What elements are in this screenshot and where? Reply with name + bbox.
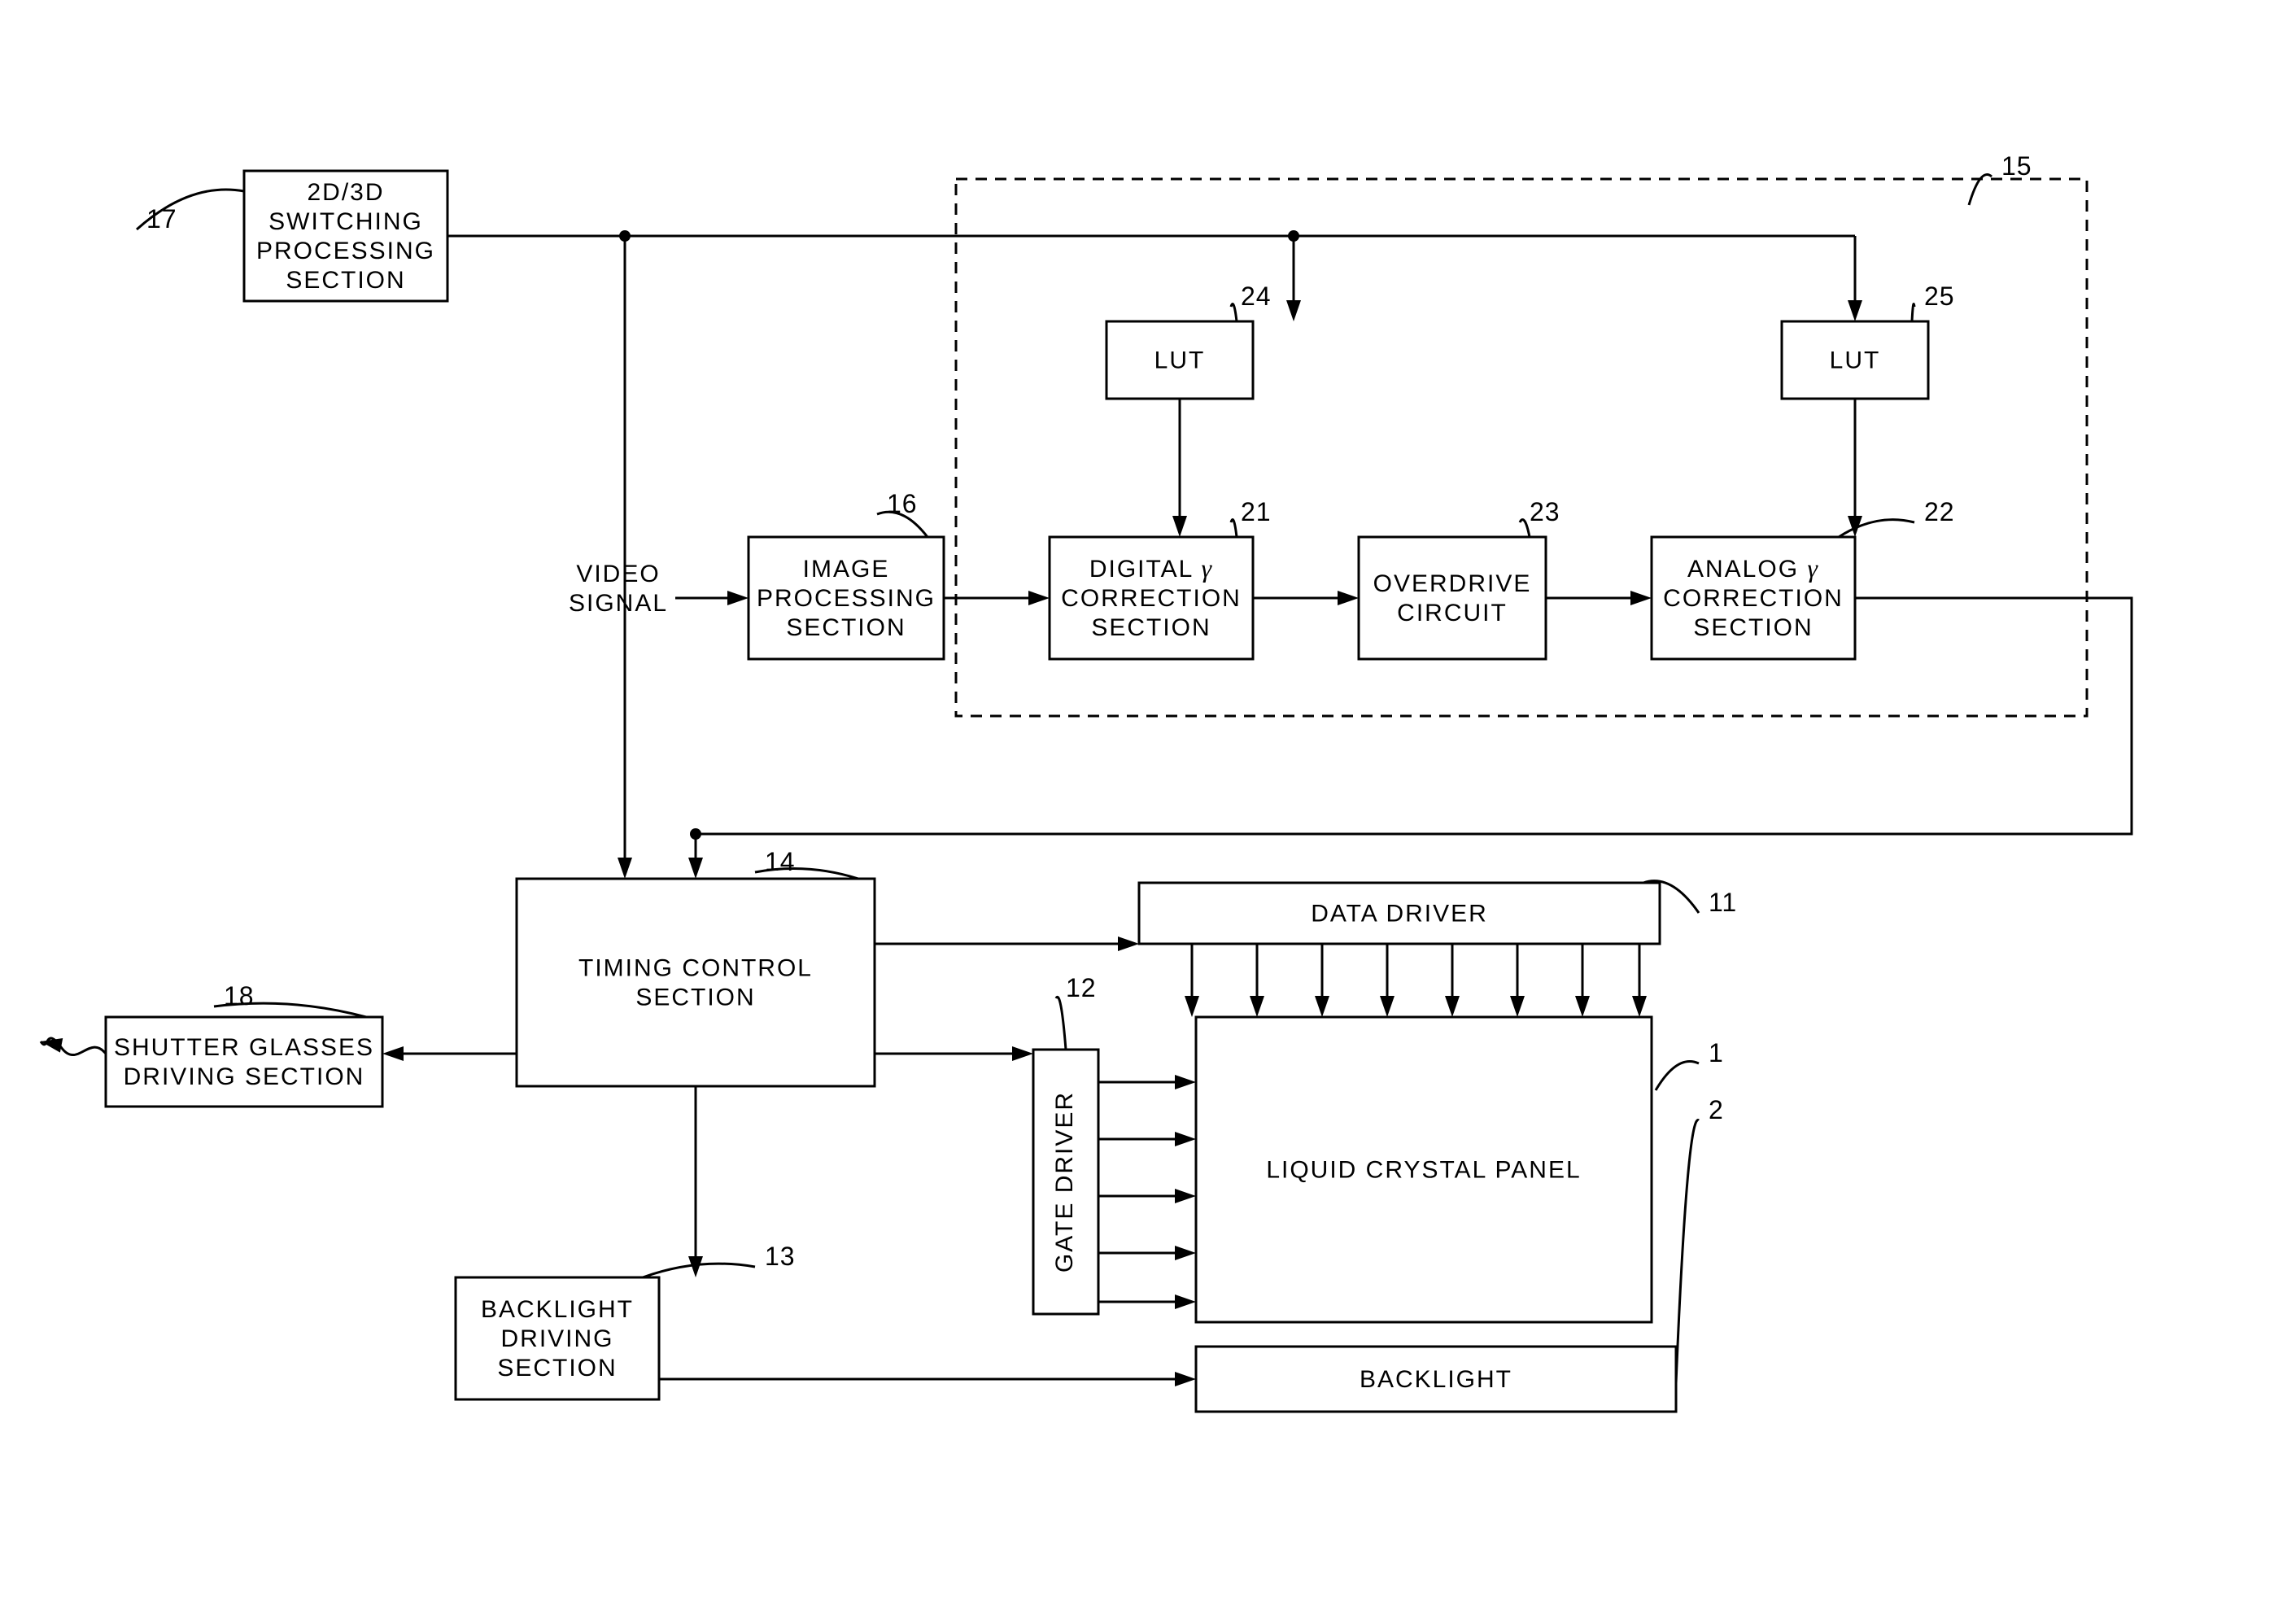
block-b17: 2D/3DSWITCHING PROCESSING SECTION	[244, 171, 447, 301]
svg-text:IMAGE: IMAGE	[803, 556, 890, 583]
svg-text:SECTION: SECTION	[1693, 614, 1813, 641]
block-b14: TIMING CONTROLSECTION	[517, 879, 875, 1086]
block-b11: DATA DRIVER	[1139, 883, 1660, 944]
block-b16: IMAGEPROCESSINGSECTION	[749, 537, 944, 659]
svg-text:DRIVING SECTION: DRIVING SECTION	[124, 1063, 365, 1090]
ref-24: 24	[1241, 282, 1272, 311]
svg-text:DIGITAL γ: DIGITAL γ	[1089, 553, 1213, 583]
svg-text:SECTION: SECTION	[286, 267, 405, 294]
ref-21: 21	[1241, 497, 1272, 526]
video-signal-label: SIGNAL	[569, 590, 668, 617]
svg-text:SECTION: SECTION	[635, 984, 755, 1011]
block-b18: SHUTTER GLASSESDRIVING SECTION	[106, 1017, 382, 1107]
ref-1: 1	[1709, 1038, 1724, 1067]
junction-node	[619, 230, 631, 242]
svg-text:GATE DRIVER: GATE DRIVER	[1051, 1091, 1078, 1273]
svg-text:LIQUID CRYSTAL PANEL: LIQUID CRYSTAL PANEL	[1266, 1157, 1581, 1184]
ref-22: 22	[1924, 497, 1955, 526]
ref-18: 18	[224, 981, 255, 1011]
junction-node	[690, 828, 701, 840]
block-b2: BACKLIGHT	[1196, 1347, 1676, 1412]
svg-text:2D/3D: 2D/3D	[307, 179, 384, 206]
ref-25: 25	[1924, 282, 1955, 311]
ref-23: 23	[1530, 497, 1560, 526]
svg-text:CIRCUIT: CIRCUIT	[1397, 600, 1508, 626]
video-signal-label: VIDEO	[576, 561, 660, 587]
block-b23: OVERDRIVE CIRCUIT	[1359, 537, 1546, 659]
svg-text:TIMING CONTROL: TIMING CONTROL	[578, 955, 813, 982]
svg-text:DATA DRIVER: DATA DRIVER	[1311, 901, 1488, 928]
block-b21: DIGITAL γCORRECTIONSECTION	[1050, 537, 1253, 659]
svg-text:CORRECTION: CORRECTION	[1663, 585, 1844, 612]
svg-text:BACKLIGHT: BACKLIGHT	[1360, 1366, 1512, 1393]
ref-15: 15	[2001, 151, 2032, 181]
svg-text:BACKLIGHT: BACKLIGHT	[481, 1296, 634, 1323]
svg-text:CORRECTION: CORRECTION	[1061, 585, 1242, 612]
block-b12: GATE DRIVER	[1033, 1050, 1098, 1314]
svg-text:SECTION: SECTION	[1091, 614, 1211, 641]
svg-text:LUT: LUT	[1154, 347, 1206, 374]
svg-text:SECTION: SECTION	[786, 614, 906, 641]
svg-text:SECTION: SECTION	[497, 1355, 617, 1382]
svg-text:LUT: LUT	[1830, 347, 1881, 374]
svg-text:ANALOG γ: ANALOG γ	[1687, 553, 1819, 583]
junction-node	[1288, 230, 1299, 242]
block-b1: LIQUID CRYSTAL PANEL	[1196, 1017, 1652, 1322]
svg-text:DRIVING: DRIVING	[500, 1325, 613, 1352]
block-b24: LUT	[1106, 321, 1253, 399]
ref-12: 12	[1066, 973, 1097, 1002]
svg-text:SWITCHING: SWITCHING	[268, 208, 423, 235]
svg-text:OVERDRIVE: OVERDRIVE	[1373, 570, 1532, 597]
ref-14: 14	[765, 847, 796, 876]
block-b22: ANALOG γCORRECTIONSECTION	[1652, 537, 1855, 659]
svg-text:PROCESSING: PROCESSING	[757, 585, 936, 612]
ref-11: 11	[1709, 888, 1737, 917]
block-b25: LUT	[1782, 321, 1928, 399]
svg-text:SHUTTER GLASSES: SHUTTER GLASSES	[114, 1034, 374, 1061]
block-b13: BACKLIGHTDRIVING SECTION	[456, 1277, 659, 1399]
svg-text:PROCESSING: PROCESSING	[256, 238, 435, 264]
ref-2: 2	[1709, 1095, 1724, 1124]
ref-13: 13	[765, 1242, 796, 1271]
